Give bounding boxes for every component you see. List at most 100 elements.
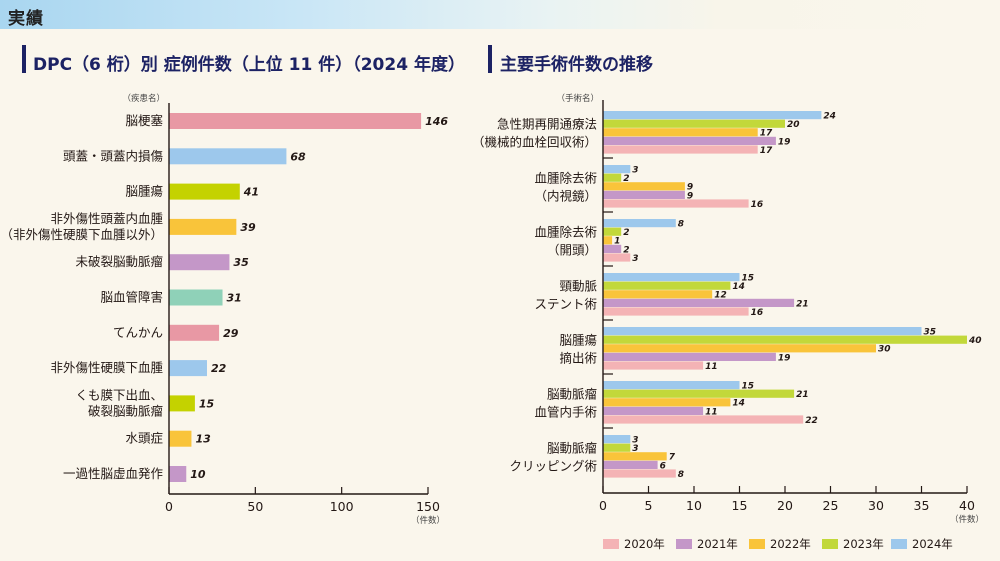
right-category-label-1: 血腫除去術 xyxy=(534,171,597,186)
right-bar-value-1-2022年: 9 xyxy=(687,183,693,193)
right-bar-value-2-2023年: 2 xyxy=(623,228,629,238)
right-bar-value-6-2023年: 3 xyxy=(632,444,638,454)
right-category-label-6: 脳動脈瘤 xyxy=(547,441,598,456)
right-bar-value-0-2021年: 19 xyxy=(778,137,791,147)
left-bar-8 xyxy=(169,395,195,412)
left-category-label-8: くも膜下出血、 xyxy=(75,387,163,402)
right-bar-1-2023年 xyxy=(603,173,622,182)
right-bar-2-2021年 xyxy=(603,244,622,253)
right-bar-value-5-2021年: 11 xyxy=(705,407,718,417)
right-bar-value-1-2023年: 2 xyxy=(623,174,629,184)
right-x-axis-label: （件数） xyxy=(950,514,984,525)
left-category-label-7: 非外傷性硬膜下血腫 xyxy=(50,360,163,375)
right-bar-value-5-2022年: 14 xyxy=(732,399,745,409)
right-bar-5-2022年 xyxy=(603,398,731,407)
right-category-label-5: 血管内手術 xyxy=(534,405,597,420)
left-bar-7 xyxy=(169,360,207,377)
right-bar-value-1-2021年: 9 xyxy=(687,191,693,201)
right-bar-2-2020年 xyxy=(603,253,631,262)
left-bar-2 xyxy=(169,183,240,200)
left-x-tick-label-0: 0 xyxy=(165,499,173,514)
right-bar-6-2022年 xyxy=(603,452,667,461)
right-y-axis-label: （手術名） xyxy=(556,93,599,104)
left-x-tick-label-1: 50 xyxy=(247,499,263,514)
left-bar-value-2: 41 xyxy=(243,186,259,199)
right-chart-title: 主要手術件数の推移 xyxy=(500,55,653,75)
right-category-label-3: 頸動脈 xyxy=(559,279,597,294)
right-bar-0-2021年 xyxy=(603,136,776,145)
left-bar-value-5: 31 xyxy=(227,292,242,305)
right-bar-value-6-2020年: 8 xyxy=(678,470,684,480)
left-bar-value-10: 10 xyxy=(190,468,206,481)
left-bar-10 xyxy=(169,466,187,482)
right-category-label-0: （機械的血栓回収術） xyxy=(472,135,597,150)
right-x-tick-label-8: 40 xyxy=(959,498,975,513)
right-bar-1-2021年 xyxy=(603,190,685,199)
right-bar-2-2022年 xyxy=(603,236,613,245)
right-x-tick-label-0: 0 xyxy=(599,498,607,513)
right-bar-3-2024年 xyxy=(603,273,740,282)
right-x-tick-label-2: 10 xyxy=(686,498,702,513)
left-bar-value-9: 13 xyxy=(195,433,211,446)
right-bar-6-2020年 xyxy=(603,469,676,478)
left-category-label-9: 水頭症 xyxy=(125,431,163,446)
right-category-label-3: ステント術 xyxy=(534,297,597,312)
right-bar-value-6-2021年: 6 xyxy=(660,461,666,471)
right-bar-5-2023年 xyxy=(603,389,795,398)
left-category-label-4: 未破裂脳動脈瘤 xyxy=(75,254,163,269)
right-bar-value-3-2020年: 16 xyxy=(751,308,764,318)
left-category-label-8: 破裂脳動脈瘤 xyxy=(88,403,164,418)
right-bar-value-4-2022年: 30 xyxy=(878,345,891,355)
right-bar-value-3-2021年: 21 xyxy=(796,299,809,309)
left-category-label-3: （非外傷性硬膜下血腫以外） xyxy=(0,227,163,242)
right-category-label-1: （内視鏡） xyxy=(534,189,597,204)
left-bar-9 xyxy=(169,430,192,447)
left-category-label-6: てんかん xyxy=(113,325,163,340)
left-bar-value-8: 15 xyxy=(199,397,215,410)
left-bar-6 xyxy=(169,324,220,341)
right-bar-6-2021年 xyxy=(603,460,658,469)
left-category-label-10: 一過性脳虚血発作 xyxy=(63,466,164,481)
header-bar: 実績 xyxy=(0,0,1000,29)
right-x-tick-label-3: 15 xyxy=(732,498,748,513)
right-bar-value-4-2024年: 35 xyxy=(924,328,937,338)
left-bar-0 xyxy=(169,113,422,129)
right-category-label-0: 急性期再開通療法 xyxy=(497,117,597,132)
left-category-label-0: 脳梗塞 xyxy=(125,113,163,128)
right-bar-4-2021年 xyxy=(603,352,776,361)
right-category-label-6: クリッピング術 xyxy=(509,459,597,474)
right-category-label-4: 脳腫瘍 xyxy=(559,333,597,348)
right-bar-0-2020年 xyxy=(603,145,758,154)
left-chart-title: DPC（6 桁）別 症例件数（上位 11 件）（2024 年度） xyxy=(33,55,465,75)
legend-swatch-2020年 xyxy=(603,539,619,549)
right-bar-6-2024年 xyxy=(603,435,631,444)
legend-label-2021年: 2021年 xyxy=(697,537,738,551)
right-category-label-5: 脳動脈瘤 xyxy=(547,387,598,402)
legend-swatch-2021年 xyxy=(676,539,692,549)
right-x-tick-label-5: 25 xyxy=(823,498,839,513)
right-bar-3-2022年 xyxy=(603,290,713,299)
right-bar-1-2024年 xyxy=(603,165,631,174)
right-bar-value-5-2020年: 22 xyxy=(805,416,818,426)
header-title: 実績 xyxy=(8,9,44,29)
left-bar-value-3: 39 xyxy=(240,221,256,234)
left-category-label-3: 非外傷性頭蓋内血腫 xyxy=(50,211,163,226)
right-bar-4-2023年 xyxy=(603,335,967,344)
left-bar-value-6: 29 xyxy=(223,327,239,340)
right-bar-0-2024年 xyxy=(603,111,822,120)
right-bar-6-2023年 xyxy=(603,443,631,452)
left-y-axis-label: （疾患名） xyxy=(122,93,165,104)
right-bar-value-3-2024年: 15 xyxy=(742,274,755,284)
right-bar-0-2022年 xyxy=(603,128,758,137)
right-bar-value-4-2023年: 40 xyxy=(968,336,982,346)
left-category-label-2: 脳腫瘍 xyxy=(125,184,163,199)
right-bar-value-0-2022年: 17 xyxy=(760,129,773,139)
left-category-label-5: 脳血管障害 xyxy=(100,290,163,305)
left-bar-3 xyxy=(169,218,237,235)
left-bar-1 xyxy=(169,148,287,165)
right-category-label-4: 摘出術 xyxy=(559,351,597,366)
left-bar-4 xyxy=(169,254,230,271)
right-category-label-2: （開頭） xyxy=(547,243,597,258)
legend-swatch-2022年 xyxy=(749,539,765,549)
